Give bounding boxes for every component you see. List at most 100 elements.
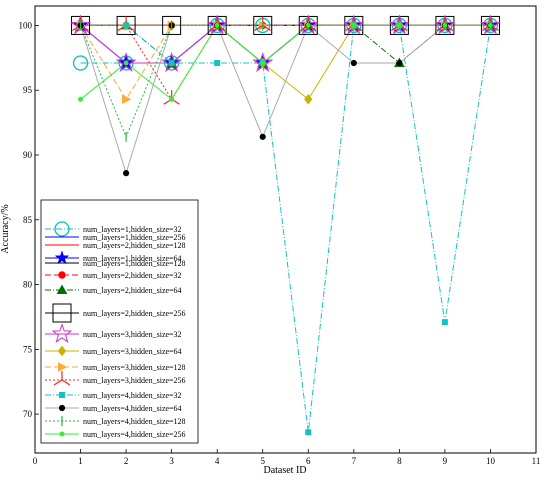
legend-marker — [52, 303, 72, 323]
x-tick-label: 1 — [78, 456, 83, 466]
legend-entry-11: num_layers=3,hidden_size=256 — [45, 371, 186, 386]
data-point — [442, 22, 448, 28]
legend-marker — [54, 250, 70, 265]
series-points-15 — [78, 22, 493, 102]
legend-marker — [59, 392, 65, 398]
legend-label: num_layers=1,hidden_size=64 — [83, 254, 182, 263]
data-point — [350, 59, 357, 67]
data-point — [122, 170, 130, 177]
x-tick-label: 10 — [486, 456, 496, 466]
legend-entry-0: num_layers=1,hidden_size=32 — [45, 221, 182, 237]
legend-marker — [58, 271, 66, 279]
x-tick-label: 9 — [443, 456, 448, 466]
legend-marker — [58, 362, 68, 372]
legend-entry-5: num_layers=2,hidden_size=32 — [45, 271, 182, 280]
legend-label: num_layers=3,hidden_size=256 — [83, 376, 186, 385]
legend-label: num_layers=3,hidden_size=32 — [83, 330, 182, 339]
legend-label: num_layers=2,hidden_size=32 — [83, 271, 182, 280]
data-point — [305, 22, 311, 28]
legend: num_layers=1,hidden_size=32num_layers=1,… — [40, 199, 199, 444]
legend-label: num_layers=4,hidden_size=32 — [83, 391, 182, 400]
legend-label: num_layers=2,hidden_size=256 — [83, 309, 186, 318]
x-tick-label: 4 — [215, 456, 220, 466]
x-tick-label: 3 — [169, 456, 174, 466]
data-point — [123, 60, 129, 66]
x-tick-label: 7 — [352, 456, 357, 466]
series-lines — [80, 24, 491, 433]
y-tick-label: 70 — [23, 409, 33, 419]
legend-entry-13: num_layers=4,hidden_size=64 — [45, 404, 182, 413]
data-point — [351, 22, 357, 28]
data-point — [214, 60, 221, 67]
legend-entry-4: num_layers=1,hidden_size=128 — [45, 259, 186, 268]
y-tick-label: 95 — [23, 85, 33, 95]
data-point — [305, 429, 312, 436]
series-points-8 — [70, 14, 501, 72]
y-tick-label: 90 — [23, 150, 33, 160]
legend-entry-8: num_layers=3,hidden_size=32 — [45, 322, 182, 343]
legend-label: num_layers=1,hidden_size=32 — [83, 225, 182, 234]
legend-entry-3: num_layers=1,hidden_size=64 — [45, 250, 182, 265]
legend-marker — [56, 284, 68, 294]
legend-marker — [54, 221, 70, 237]
data-point — [169, 96, 175, 102]
y-tick-label: 100 — [19, 20, 33, 30]
y-tick-label: 80 — [23, 280, 33, 290]
axis-ticks: 0 1 2 3 4 5 6 7 8 9 10 11 70 75 80 85 90 95 100 — [19, 20, 541, 466]
data-point — [78, 96, 84, 102]
legend-label: num_layers=1,hidden_size=128 — [83, 259, 186, 268]
series-markers — [70, 14, 501, 436]
legend-entry-12: num_layers=4,hidden_size=32 — [45, 391, 182, 400]
data-point — [487, 22, 493, 28]
legend-label: num_layers=1,hidden_size=256 — [83, 233, 186, 242]
x-tick-label: 11 — [532, 456, 541, 466]
legend-label: num_layers=4,hidden_size=256 — [83, 430, 186, 439]
data-point — [72, 55, 89, 71]
y-tick-label: 85 — [23, 215, 33, 225]
legend-label: num_layers=4,hidden_size=128 — [83, 417, 186, 426]
series-line-15 — [80, 24, 491, 101]
legend-marker — [53, 371, 71, 386]
data-point — [214, 22, 220, 28]
legend-entry-1: num_layers=1,hidden_size=256 — [45, 233, 186, 242]
legend-label: num_layers=3,hidden_size=64 — [83, 347, 182, 356]
data-point — [396, 59, 403, 67]
legend-entry-14: num_layers=4,hidden_size=128 — [45, 416, 186, 426]
data-point — [122, 94, 132, 105]
x-tick-label: 8 — [397, 456, 402, 466]
data-point — [161, 51, 183, 72]
data-point — [123, 22, 130, 29]
legend-marker — [59, 431, 65, 437]
legend-entry-10: num_layers=3,hidden_size=128 — [45, 362, 186, 372]
legend-entry-7: num_layers=2,hidden_size=256 — [45, 303, 186, 323]
data-point — [259, 133, 266, 140]
x-axis-label: Dataset ID — [263, 465, 306, 476]
legend-marker — [51, 322, 73, 343]
series-line-13 — [80, 24, 491, 175]
legend-entry-15: num_layers=4,hidden_size=256 — [45, 430, 186, 439]
legend-label: num_layers=3,hidden_size=128 — [83, 363, 186, 372]
x-tick-label: 5 — [260, 456, 265, 466]
legend-entry-9: num_layers=3,hidden_size=64 — [45, 345, 182, 357]
legend-marker — [57, 345, 67, 357]
data-point — [396, 22, 402, 28]
data-point — [115, 51, 137, 72]
x-tick-label: 2 — [124, 456, 129, 466]
y-axis-label: Accuracy/% — [0, 204, 11, 253]
legend-marker — [58, 404, 66, 412]
x-tick-label: 0 — [33, 456, 38, 466]
data-point — [260, 60, 266, 66]
legend-label: num_layers=2,hidden_size=64 — [83, 286, 182, 295]
legend-entry-2: num_layers=2,hidden_size=128 — [45, 241, 186, 250]
legend-label: num_layers=4,hidden_size=64 — [83, 404, 182, 413]
y-tick-label: 75 — [23, 344, 33, 354]
legend-label: num_layers=2,hidden_size=128 — [83, 241, 186, 250]
data-point — [168, 60, 175, 67]
data-point — [304, 93, 313, 105]
data-point — [441, 319, 448, 326]
legend-entry-6: num_layers=2,hidden_size=64 — [45, 284, 182, 295]
data-point — [162, 15, 182, 35]
x-tick-label: 6 — [306, 456, 311, 466]
